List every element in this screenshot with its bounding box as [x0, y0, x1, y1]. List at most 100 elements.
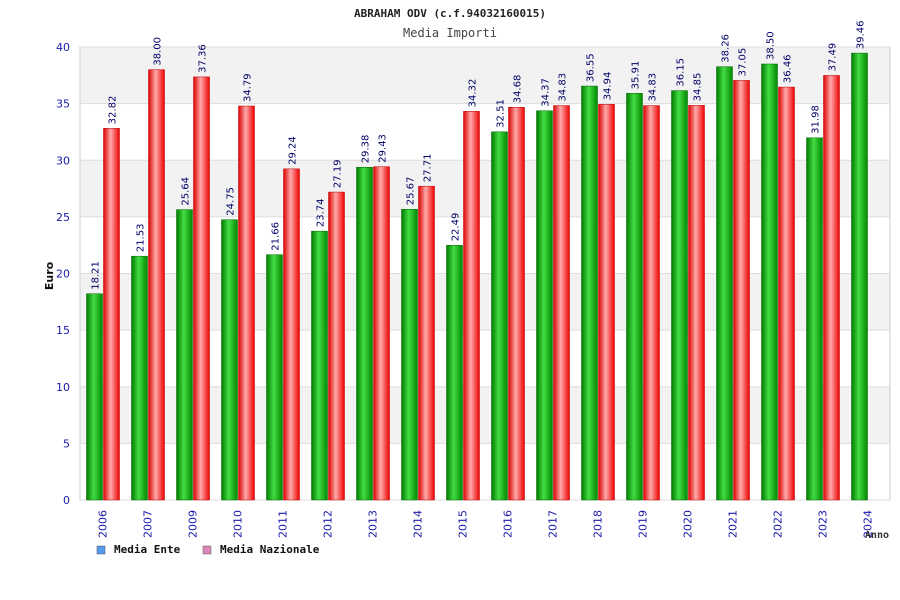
bar-value-label: 34.68: [513, 75, 524, 104]
bar-media-ente-2024: [851, 52, 868, 501]
y-tick-label: 10: [56, 381, 70, 394]
plot-band: [80, 47, 890, 104]
bar-media-nazionale-2017: [553, 105, 570, 501]
bar-value-label: 29.43: [378, 134, 389, 163]
bar-media-nazionale-2022: [778, 86, 795, 501]
x-tick-label: 2020: [682, 510, 695, 538]
bar-media-nazionale-2007: [148, 69, 165, 501]
bar-value-label: 34.83: [558, 73, 569, 102]
bar-value-label: 38.00: [153, 37, 164, 66]
bar-media-nazionale-2021: [733, 80, 750, 501]
bar-media-ente-2007: [131, 255, 148, 501]
bar-media-ente-2012: [311, 230, 328, 501]
bar-value-label: 29.38: [361, 135, 372, 164]
x-tick-label: 2018: [592, 510, 605, 538]
bar-value-label: 32.51: [496, 99, 507, 128]
bar-value-label: 25.67: [406, 177, 417, 206]
bar-media-ente-2018: [581, 85, 598, 501]
bar-value-label: 27.71: [423, 154, 434, 183]
bar-media-ente-2011: [266, 254, 283, 501]
bar-media-nazionale-2013: [373, 166, 390, 501]
y-tick-label: 0: [63, 494, 70, 507]
plot-band: [80, 160, 890, 217]
x-tick-label: 2011: [277, 510, 290, 538]
y-tick-label: 20: [56, 268, 70, 281]
y-tick-label: 40: [56, 41, 70, 54]
bar-value-label: 37.36: [198, 44, 209, 73]
y-tick-label: 5: [63, 437, 70, 450]
bar-value-label: 37.49: [828, 43, 839, 72]
x-tick-label: 2015: [457, 510, 470, 538]
bar-media-nazionale-2018: [598, 104, 615, 501]
bar-value-label: 34.32: [468, 79, 479, 108]
chart-subtitle: Media Importi: [403, 26, 497, 40]
bar-media-nazionale-2010: [238, 105, 255, 501]
bar-media-ente-2015: [446, 245, 463, 501]
plot-band: [80, 216, 890, 274]
plot-band: [80, 273, 890, 331]
bar-value-label: 34.37: [541, 78, 552, 107]
x-tick-label: 2006: [97, 510, 110, 538]
bar-media-nazionale-2016: [508, 106, 525, 501]
y-tick-label: 15: [56, 324, 70, 337]
bar-value-label: 34.94: [603, 72, 614, 101]
legend: Media Ente Media Nazionale: [96, 543, 320, 556]
bar-media-nazionale-2011: [283, 168, 300, 501]
plot-band: [80, 330, 890, 387]
x-axis-label: Anno: [865, 530, 889, 541]
bar-value-label: 34.83: [648, 73, 659, 102]
x-tick-label: 2007: [142, 510, 155, 538]
bar-media-ente-2006: [86, 293, 103, 501]
bar-media-nazionale-2015: [463, 111, 480, 501]
bar-value-label: 32.82: [108, 96, 119, 125]
bar-media-ente-2016: [491, 131, 508, 501]
chart-title: ABRAHAM ODV (c.f.94032160015): [354, 7, 546, 20]
bar-value-label: 21.66: [271, 222, 282, 251]
bar-value-label: 35.91: [631, 61, 642, 90]
bar-value-label: 36.55: [586, 53, 597, 82]
plot-band: [80, 443, 890, 500]
legend-label-media-nazionale: Media Nazionale: [220, 543, 320, 556]
bar-media-ente-2023: [806, 137, 823, 501]
bar-value-label: 23.74: [316, 199, 327, 228]
bar-media-ente-2020: [671, 90, 688, 501]
bar-value-label: 36.46: [783, 54, 794, 83]
bar-media-nazionale-2020: [688, 105, 705, 501]
bar-value-label: 22.49: [451, 213, 462, 242]
bar-value-label: 27.19: [333, 159, 344, 188]
bar-media-ente-2017: [536, 110, 553, 501]
bar-value-label: 39.46: [856, 20, 867, 49]
bar-media-ente-2021: [716, 66, 733, 501]
legend-item-media-ente: Media Ente: [96, 543, 181, 556]
y-tick-label: 35: [56, 98, 70, 111]
bar-value-label: 38.50: [766, 31, 777, 60]
bar-media-ente-2019: [626, 93, 643, 501]
bar-value-label: 37.05: [738, 48, 749, 77]
bar-value-label: 18.21: [91, 261, 102, 290]
bar-media-nazionale-2019: [643, 105, 660, 501]
bar-media-nazionale-2012: [328, 191, 345, 501]
bar-value-labels: 18.21 32.82 21.53 38.00 25.64 37.36 24.75 34.79…: [91, 20, 867, 289]
y-axis: 0 5 10 15 20 25 30 35 40: [56, 41, 70, 507]
x-tick-label: 2021: [727, 510, 740, 538]
bar-value-label: 25.64: [181, 177, 192, 206]
bar-media-ente-2010: [221, 219, 238, 501]
bar-value-label: 21.53: [136, 224, 147, 253]
bar-media-nazionale-2009: [193, 76, 210, 501]
legend-swatch-media-nazionale: [202, 545, 212, 555]
x-tick-label: 2009: [187, 510, 200, 538]
plot-background: [79, 46, 891, 501]
bar-value-label: 38.26: [721, 34, 732, 63]
legend-item-media-nazionale: Media Nazionale: [202, 543, 320, 556]
legend-label-media-ente: Media Ente: [114, 543, 181, 556]
y-tick-label: 25: [56, 211, 70, 224]
x-tick-label: 2010: [232, 510, 245, 538]
bar-media-nazionale-2006: [103, 128, 120, 501]
bar-media-ente-2014: [401, 209, 418, 501]
x-tick-label: 2019: [637, 510, 650, 538]
bar-value-label: 34.85: [693, 73, 704, 102]
x-tick-label: 2022: [772, 510, 785, 538]
bar-media-ente-2009: [176, 209, 193, 501]
bar-media-ente-2022: [761, 63, 778, 501]
x-tick-label: 2014: [412, 510, 425, 538]
